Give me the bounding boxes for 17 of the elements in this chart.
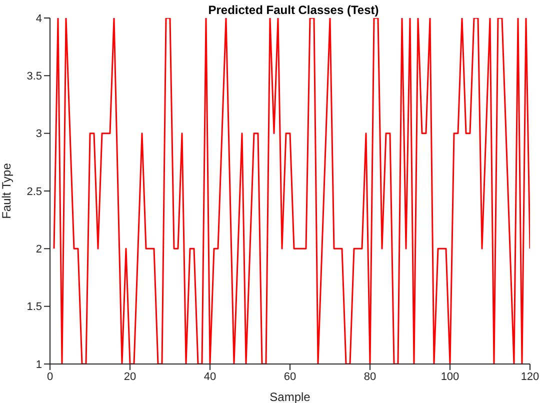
y-axis-title: Fault Type [0,162,14,219]
y-tick-label: 3.5 [26,70,42,83]
y-tick-label: 1 [36,358,42,371]
x-tick-label: 60 [284,370,296,383]
y-tick-label: 1.5 [26,301,42,314]
y-tick-label: 2 [36,244,42,256]
line-series [53,18,530,364]
y-tick-label: 2.5 [26,186,42,198]
x-tick-label: 80 [364,370,376,383]
x-tick-label: 40 [204,370,216,383]
chart-title: Predicted Fault Classes (Test) [207,3,380,17]
x-tick-label: 20 [124,370,136,383]
y-tick-label: 4 [36,12,42,25]
x-tick-label: 120 [520,370,540,383]
x-tick-label: 100 [440,370,460,383]
x-tick-label: 0 [46,370,54,383]
y-tick-label: 3 [36,128,42,140]
